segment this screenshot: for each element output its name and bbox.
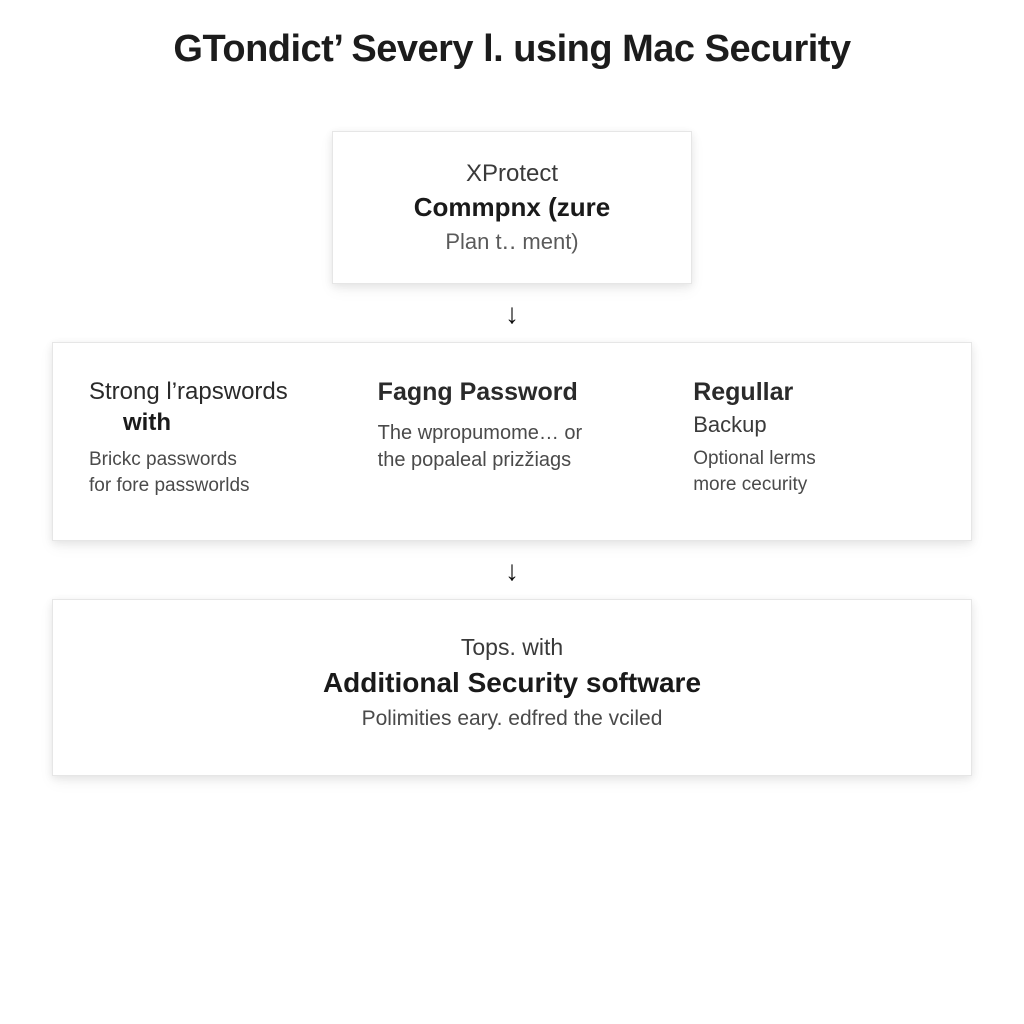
arrow-down-icon: ↓ bbox=[505, 300, 519, 328]
node-middle: Strong l’rapswords with Brickc passwords… bbox=[52, 342, 972, 541]
col-left-line1: Brickc passwords bbox=[89, 447, 358, 473]
col-left-heading: Strong l’rapswords bbox=[89, 377, 358, 407]
node-xprotect: XProtect Commpnx (zure Plan t‥ ment) bbox=[332, 131, 692, 284]
node-xprotect-line3: Plan t‥ ment) bbox=[363, 229, 661, 255]
col-right-line2: more cecurity bbox=[693, 472, 935, 498]
node-bottom-line2: Additional Security software bbox=[83, 667, 941, 699]
node-additional-security: Tops. with Additional Security software … bbox=[52, 599, 972, 776]
col-regular-backup: Regullar Backup Optional lerms more cecu… bbox=[693, 377, 935, 498]
node-bottom-line3: Polimities eary. edfred the vciled bbox=[83, 707, 941, 731]
col-left-heading-bold: with bbox=[123, 409, 358, 437]
col-center-line1: The wpropumome… or bbox=[378, 420, 674, 447]
page: GTondict’ Severy l. using Mac Security X… bbox=[0, 0, 1024, 1024]
col-center-line2: the popaleal prizžiags bbox=[378, 447, 674, 474]
col-center-heading: Fagng Password bbox=[378, 377, 674, 408]
col-left-line2: for fore passworlds bbox=[89, 473, 358, 499]
page-title: GTondict’ Severy l. using Mac Security bbox=[40, 28, 984, 71]
col-right-line1: Optional lerms bbox=[693, 446, 935, 472]
col-right-heading: Regullar bbox=[693, 377, 935, 408]
node-bottom-line1: Tops. with bbox=[83, 634, 941, 661]
col-password: Fagng Password The wpropumome… or the po… bbox=[378, 377, 674, 498]
col-strong-passwords: Strong l’rapswords with Brickc passwords… bbox=[89, 377, 358, 498]
arrow-down-icon: ↓ bbox=[505, 557, 519, 585]
node-xprotect-line2: Commpnx (zure bbox=[363, 192, 661, 223]
flowchart: XProtect Commpnx (zure Plan t‥ ment) ↓ S… bbox=[40, 131, 984, 776]
col-right-subheading: Backup bbox=[693, 412, 935, 438]
node-xprotect-line1: XProtect bbox=[363, 160, 661, 188]
